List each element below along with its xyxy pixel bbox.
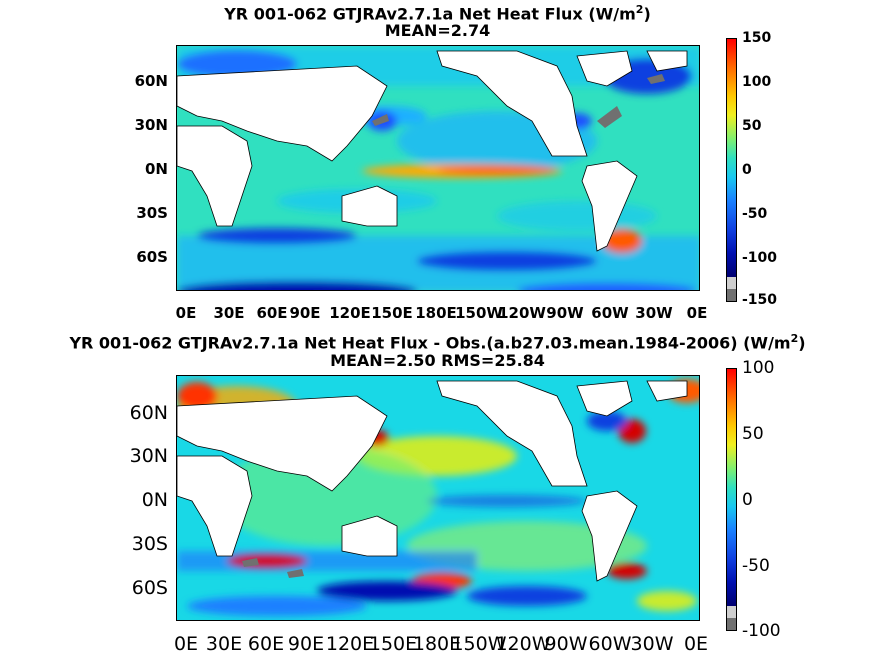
x-tick-label: 30E (205, 633, 243, 655)
x-tick-label: 30E (213, 304, 245, 322)
x-tick-label: 120E (329, 304, 371, 322)
colorbar-under-swatch (727, 606, 736, 618)
colorbar (726, 38, 737, 302)
colorbar-tick: 50 (742, 118, 762, 134)
colorbar-tick: 150 (742, 30, 772, 46)
map-heatmap (177, 376, 699, 620)
colorbar-tick: 0 (742, 162, 752, 178)
title-close: ) (798, 333, 806, 353)
x-tick-label: 120W (495, 633, 551, 655)
title-text: YR 001-062 GTJRAv2.7.1a Net Heat Flux - … (69, 333, 791, 353)
y-tick-label: 0N (141, 489, 168, 511)
y-tick-label: 0N (145, 160, 168, 178)
x-tick-label: 150E (371, 304, 413, 322)
x-tick-label: 90W (546, 304, 584, 322)
x-tick-label: 90W (544, 633, 588, 655)
colorbar-masked-swatch (727, 289, 736, 301)
colorbar-tick: 0 (742, 490, 753, 510)
y-tick-label: 60N (129, 402, 168, 424)
y-tick-label: 30S (136, 204, 168, 222)
y-tick-label: 60S (131, 577, 168, 599)
colorbar (726, 368, 737, 631)
x-tick-label: 180E (412, 633, 462, 655)
chart-subtitle: MEAN=2.50 RMS=25.84 (330, 351, 545, 370)
chart-subtitle: MEAN=2.74 (384, 21, 491, 40)
x-tick-label: 180E (415, 304, 457, 322)
x-tick-label: 0E (175, 304, 197, 322)
map-plot-area (176, 375, 700, 621)
x-tick-label: 0E (683, 633, 709, 655)
colorbar-tick: -50 (742, 206, 768, 222)
title-text: YR 001-062 GTJRAv2.7.1a Net Heat Flux (W… (224, 4, 636, 24)
x-tick-label: 30W (630, 633, 674, 655)
colorbar-under-swatch (727, 277, 736, 289)
x-tick-label: 150E (368, 633, 418, 655)
title-superscript: 2 (635, 3, 644, 16)
colorbar-tick: 100 (742, 358, 775, 378)
title-superscript: 2 (790, 332, 799, 345)
chart-title: YR 001-062 GTJRAv2.7.1a Net Heat Flux (W… (0, 1, 875, 23)
colorbar-tick: -100 (742, 621, 781, 641)
x-tick-label: 60W (591, 304, 629, 322)
x-tick-label: 60E (256, 304, 288, 322)
y-tick-label: 60S (136, 248, 168, 266)
colorbar-gradient (727, 39, 736, 277)
colorbar-tick: -100 (742, 250, 778, 266)
title-close: ) (643, 4, 651, 24)
x-tick-label: 150W (455, 304, 503, 322)
x-tick-label: 90E (289, 304, 321, 322)
x-tick-label: 150W (451, 633, 507, 655)
y-tick-label: 30N (129, 445, 168, 467)
colorbar-tick: -50 (742, 556, 770, 576)
x-tick-label: 0E (173, 633, 199, 655)
x-tick-label: 120E (325, 633, 375, 655)
x-tick-label: 60W (588, 633, 632, 655)
colorbar-tick: -150 (742, 292, 778, 308)
x-tick-label: 0E (686, 304, 708, 322)
y-tick-label: 60N (134, 72, 168, 90)
x-tick-label: 60E (247, 633, 285, 655)
map-plot-area (176, 45, 700, 291)
chart-title: YR 001-062 GTJRAv2.7.1a Net Heat Flux - … (0, 330, 875, 352)
map-heatmap (177, 46, 699, 290)
x-tick-label: 120W (498, 304, 546, 322)
x-tick-label: 30W (635, 304, 673, 322)
colorbar-tick: 50 (742, 424, 764, 444)
colorbar-tick: 100 (742, 74, 772, 90)
x-tick-label: 90E (287, 633, 325, 655)
colorbar-masked-swatch (727, 618, 736, 630)
colorbar-gradient (727, 369, 736, 606)
y-tick-label: 30N (134, 116, 168, 134)
y-tick-label: 30S (131, 533, 168, 555)
